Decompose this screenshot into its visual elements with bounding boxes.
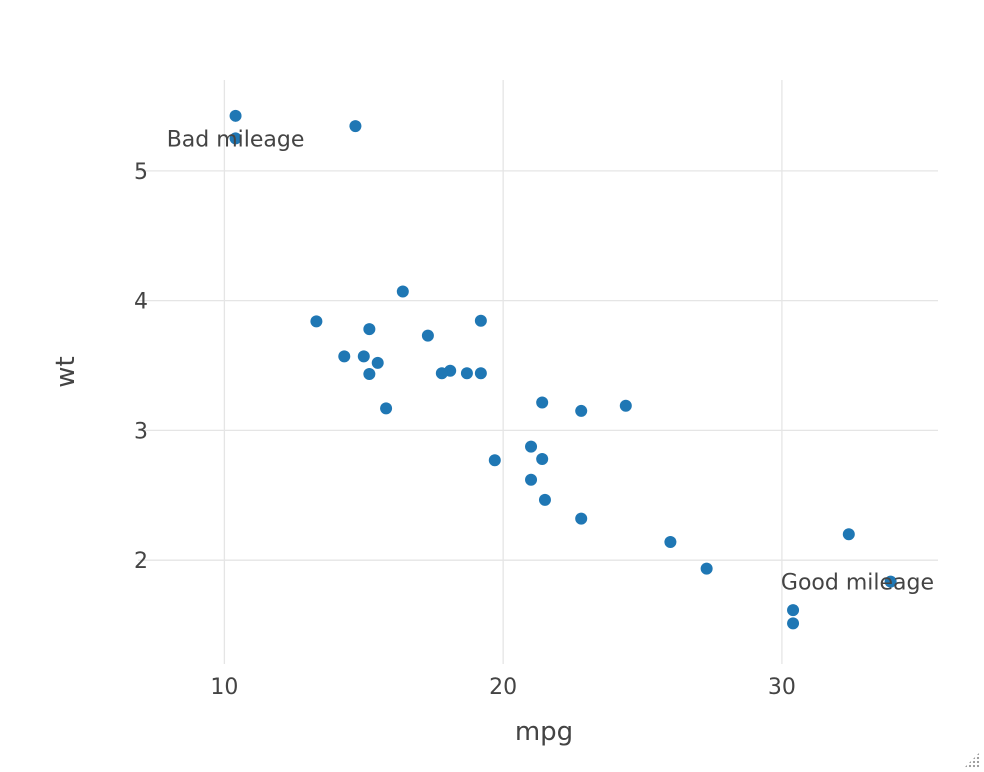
data-point[interactable] [664,536,677,549]
data-point[interactable] [229,109,242,122]
y-tick-label: 2 [134,549,148,574]
data-point[interactable] [310,315,323,328]
data-point[interactable] [575,512,588,525]
data-point[interactable] [460,367,473,380]
data-point[interactable] [787,617,800,630]
data-point[interactable] [396,285,409,298]
data-point[interactable] [575,404,588,417]
data-points [229,109,897,630]
annotation-label: Good mileage [781,571,934,596]
data-point[interactable] [474,367,487,380]
data-point[interactable] [474,314,487,327]
data-point[interactable] [525,440,538,453]
x-axis-ticks: 10 20 30 [210,675,795,700]
data-point[interactable] [536,396,549,409]
data-point[interactable] [619,399,632,412]
data-point[interactable] [538,493,551,506]
x-tick-label: 30 [768,675,796,700]
data-point[interactable] [536,452,549,465]
data-point[interactable] [380,402,393,415]
data-point[interactable] [363,323,376,336]
annotation-label: Bad mileage [167,127,305,152]
y-tick-label: 3 [134,419,148,444]
data-point[interactable] [338,350,351,363]
data-point[interactable] [488,454,501,467]
y-tick-label: 4 [134,290,148,315]
data-point[interactable] [421,329,434,342]
data-point[interactable] [787,604,800,617]
y-axis-ticks: 2 3 4 5 [134,160,148,574]
data-point[interactable] [435,367,448,380]
x-tick-label: 20 [489,675,517,700]
data-point[interactable] [525,473,538,486]
y-tick-label: 5 [134,160,148,185]
data-point[interactable] [842,528,855,541]
data-point[interactable] [357,350,370,363]
x-axis-title: mpg [515,717,573,747]
grid-layer [138,80,938,664]
annotations: Bad mileage Good mileage [167,127,934,595]
y-axis-title: wt [51,356,81,387]
data-point[interactable] [371,356,384,369]
data-point[interactable] [363,367,376,380]
data-point[interactable] [700,562,713,575]
data-point[interactable] [229,132,242,145]
data-point[interactable] [349,120,362,133]
data-point[interactable] [884,575,897,588]
x-tick-label: 10 [210,675,238,700]
